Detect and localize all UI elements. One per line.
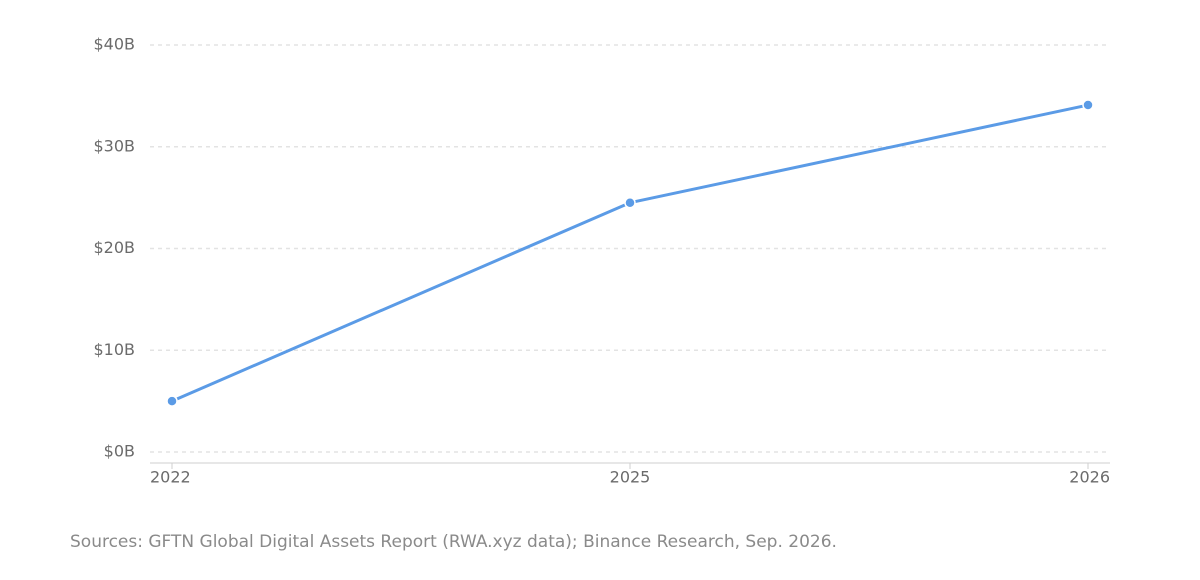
line-series <box>171 103 1089 403</box>
x-tick-label: 2026 <box>1069 468 1110 487</box>
y-tick-label: $40B <box>93 35 135 54</box>
x-tick-label: 2025 <box>610 468 651 487</box>
y-tick-label: $20B <box>93 238 135 257</box>
y-tick-label: $0B <box>104 442 135 461</box>
data-point <box>166 395 178 407</box>
y-tick-label: $10B <box>93 340 135 359</box>
data-point <box>624 196 636 209</box>
x-tick-label: 2022 <box>150 468 191 487</box>
y-tick-label: $30B <box>93 136 135 155</box>
source-note: Sources: GFTN Global Digital Assets Repo… <box>70 532 837 552</box>
data-point <box>1082 99 1094 111</box>
